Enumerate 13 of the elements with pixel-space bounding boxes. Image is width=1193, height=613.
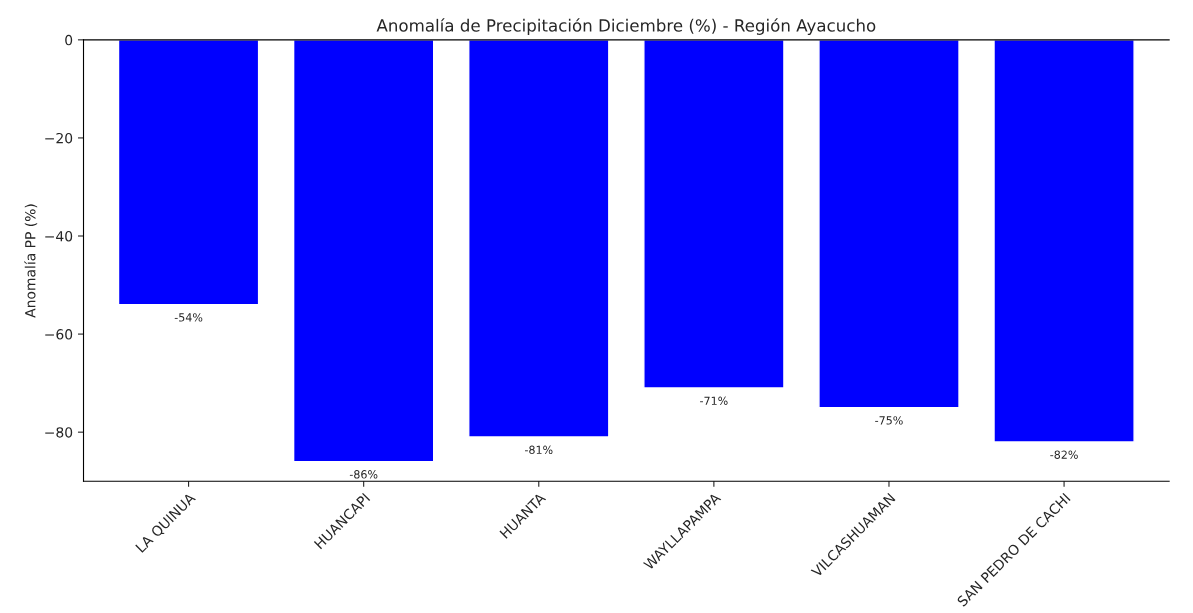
data-label: -86% xyxy=(349,470,378,479)
chart-title: Anomalía de Precipitación Diciembre (%) - Región Ayacucho xyxy=(376,18,876,35)
y-tick-label: −80 xyxy=(45,427,73,438)
y-tick-label: −20 xyxy=(45,132,73,144)
data-label: -75% xyxy=(875,416,903,425)
y-tick-label: −40 xyxy=(45,230,73,242)
y-axis-title: Anomalía PP (%) xyxy=(24,204,38,318)
y-tick-label: 0 xyxy=(65,34,73,46)
y-tick-label: −60 xyxy=(45,329,73,340)
data-label: -81% xyxy=(524,445,553,454)
data-label: -82% xyxy=(1050,450,1078,459)
data-label: -54% xyxy=(174,313,203,322)
data-label: -71% xyxy=(700,396,728,405)
